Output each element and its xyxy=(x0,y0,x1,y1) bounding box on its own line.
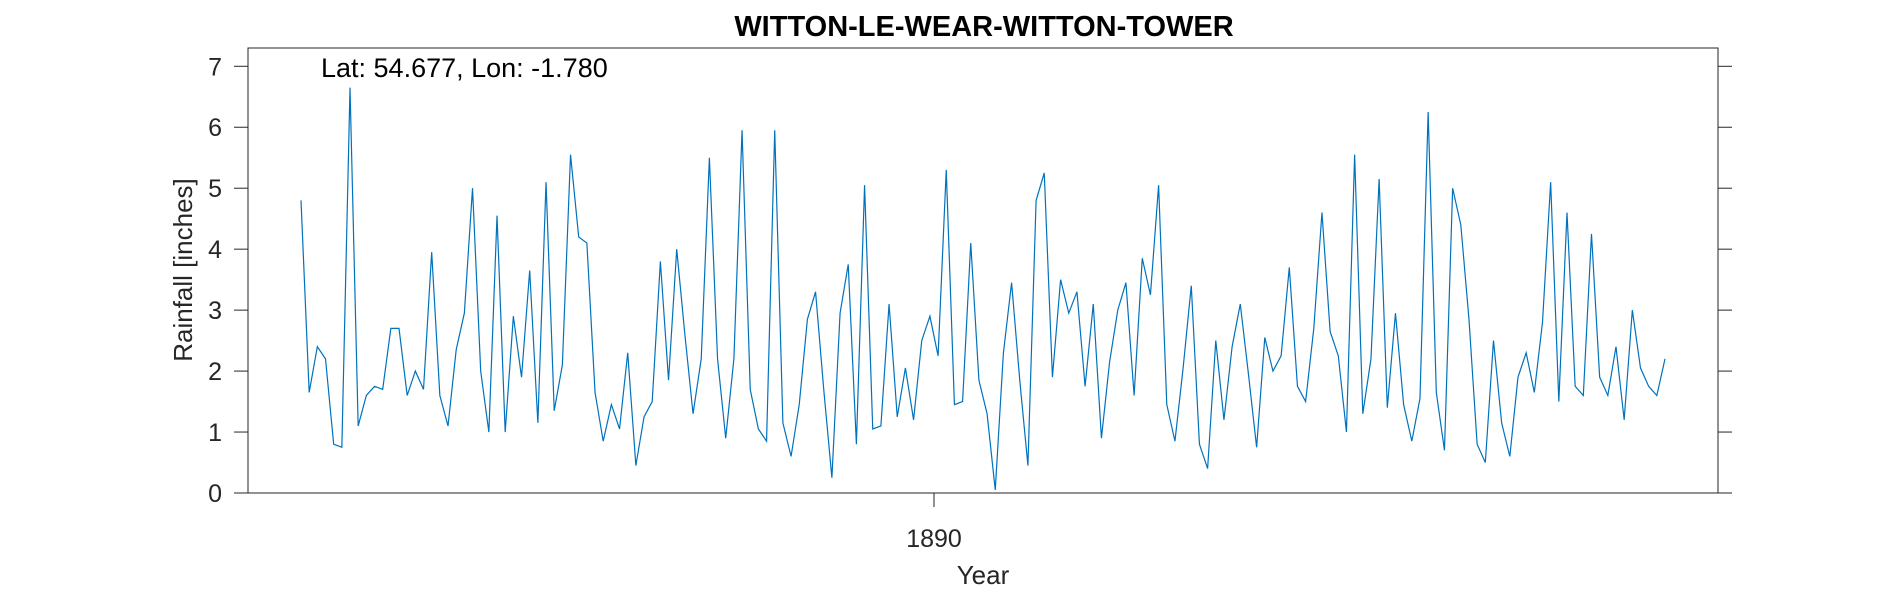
y-axis-label: Rainfall [inches] xyxy=(168,178,198,362)
location-annotation: Lat: 54.677, Lon: -1.780 xyxy=(321,53,608,83)
series-line xyxy=(300,87,1666,491)
plot-area-frame xyxy=(247,47,1719,494)
y-tick-label: 5 xyxy=(208,175,222,203)
y-tick-label: 3 xyxy=(208,297,222,325)
y-tick-label: 2 xyxy=(208,358,222,386)
x-tick-label: 1890 xyxy=(906,525,962,553)
y-axis: 0 1 2 3 4 5 6 7 xyxy=(208,53,1732,508)
x-axis: 1890 xyxy=(906,493,962,553)
y-tick-label: 4 xyxy=(208,236,222,264)
chart-title: WITTON-LE-WEAR-WITTON-TOWER xyxy=(734,11,1233,43)
y-tick-label: 7 xyxy=(208,53,222,81)
y-tick-label: 6 xyxy=(208,114,222,142)
y-tick-label: 0 xyxy=(208,480,222,508)
x-axis-label: Year xyxy=(957,560,1010,590)
y-tick-label: 1 xyxy=(208,419,222,447)
